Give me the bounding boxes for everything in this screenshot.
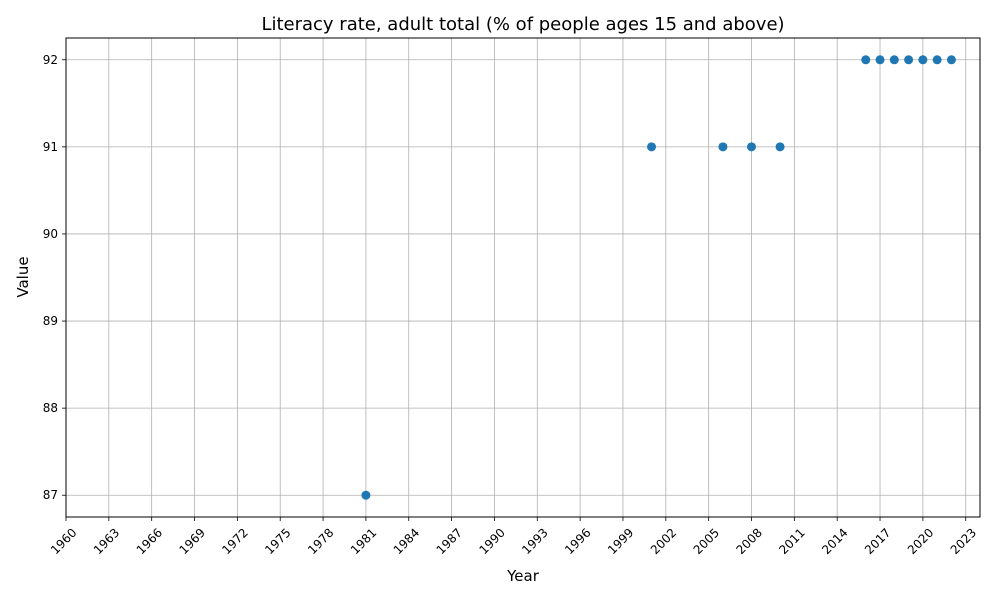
- x-tick-label: 1975: [262, 526, 293, 557]
- x-tick-label: 1969: [177, 526, 208, 557]
- data-point: [747, 142, 756, 152]
- x-tick-label: 1978: [305, 526, 336, 557]
- data-points: [361, 55, 956, 500]
- x-tick-label: 2023: [948, 526, 979, 557]
- data-point: [904, 55, 914, 65]
- x-tick-label: 1972: [219, 526, 250, 557]
- y-tick-label: 89: [43, 314, 58, 328]
- data-point: [918, 55, 928, 65]
- y-tick-label: 87: [43, 488, 58, 502]
- data-point: [875, 55, 885, 65]
- x-tick-label: 1984: [391, 526, 422, 557]
- y-tick-label: 88: [43, 401, 58, 415]
- chart-title: Literacy rate, adult total (% of people …: [261, 14, 784, 35]
- x-tick-label: 2020: [905, 526, 936, 557]
- data-point: [889, 55, 899, 65]
- x-tick-label: 2002: [648, 526, 679, 557]
- y-axis: 87 88 89 90 91 92: [43, 53, 66, 502]
- x-tick-label: 1996: [562, 526, 593, 557]
- x-tick-label: 1990: [476, 526, 507, 557]
- x-axis: 1960 1963 1966 1969 1972 1975 1978 1981 1984 1987…: [48, 517, 979, 557]
- x-tick-label: 2011: [776, 526, 807, 557]
- data-point: [861, 55, 871, 65]
- x-tick-label: 2005: [691, 526, 722, 557]
- data-point: [718, 142, 728, 152]
- x-tick-label: 2017: [862, 526, 893, 557]
- x-tick-label: 1987: [434, 526, 465, 557]
- y-tick-label: 92: [43, 53, 58, 67]
- x-tick-label: 1981: [348, 526, 379, 557]
- plot-frame: [65, 37, 981, 518]
- x-tick-label: 1963: [91, 526, 122, 557]
- x-axis-label: Year: [506, 567, 540, 585]
- x-tick-label: 1966: [134, 526, 165, 557]
- x-tick-label: 1993: [519, 526, 550, 557]
- x-tick-label: 1960: [48, 526, 79, 557]
- x-tick-label: 2014: [819, 526, 850, 557]
- y-tick-label: 91: [43, 140, 58, 154]
- x-tick-label: 2008: [733, 526, 764, 557]
- grid: [65, 38, 980, 517]
- y-tick-label: 90: [43, 227, 58, 241]
- data-point: [775, 142, 785, 152]
- data-point: [647, 142, 657, 152]
- x-tick-label: 1999: [605, 526, 636, 557]
- data-point: [946, 55, 956, 65]
- data-point: [361, 490, 371, 500]
- y-axis-label: Value: [14, 256, 32, 297]
- data-point: [932, 55, 942, 65]
